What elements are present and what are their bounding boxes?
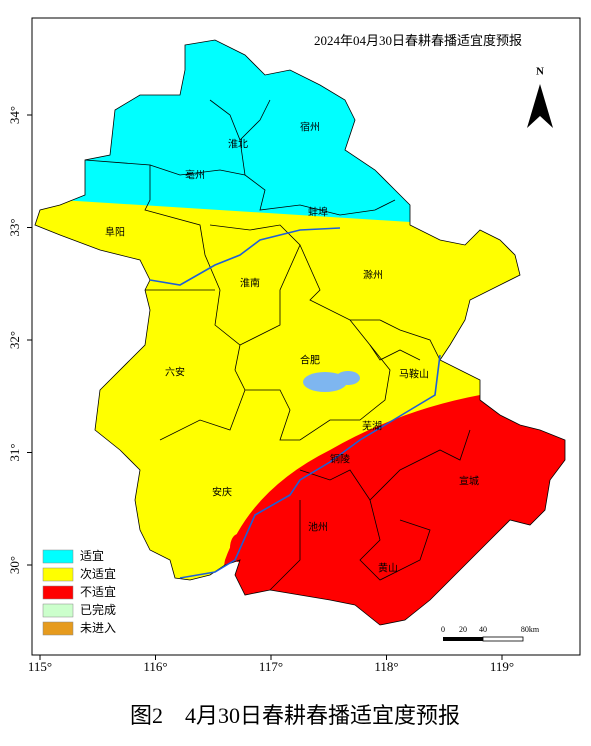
x-tick-label: 118° xyxy=(374,659,398,674)
province-outline xyxy=(34,39,566,626)
map-title: 2024年04月30日春耕春播适宜度预报 xyxy=(314,33,522,48)
river xyxy=(179,354,441,579)
y-tick-label: 32° xyxy=(7,331,22,349)
city-label: 蚌埠 xyxy=(308,205,328,218)
scale-label: 40 xyxy=(479,625,487,634)
city-label: 六安 xyxy=(165,365,185,378)
city-label: 滁州 xyxy=(363,268,383,281)
scale-label: 0 xyxy=(441,625,445,634)
figure-caption: 图2 4月30日春耕春播适宜度预报 xyxy=(130,703,460,728)
borders xyxy=(84,99,471,591)
lake xyxy=(303,372,347,392)
city-label: 芜湖 xyxy=(362,419,382,432)
legend-label: 次适宜 xyxy=(80,566,116,581)
legend-label: 已完成 xyxy=(80,602,116,617)
city-label: 淮北 xyxy=(228,138,248,150)
x-tick-label: 119° xyxy=(490,659,514,674)
legend-label: 适宜 xyxy=(80,548,104,563)
north-label: N xyxy=(536,66,544,78)
city-label: 马鞍山 xyxy=(399,367,429,380)
city-label: 黄山 xyxy=(378,561,398,574)
y-tick-label: 34° xyxy=(7,106,22,124)
city-label: 宣城 xyxy=(459,474,479,487)
city-label: 合肥 xyxy=(300,353,320,366)
city-label: 阜阳 xyxy=(105,225,125,238)
x-tick-label: 116° xyxy=(143,659,167,674)
y-tick-label: 33° xyxy=(7,218,22,236)
y-tick-label: 30° xyxy=(7,556,22,574)
legend-swatch xyxy=(42,567,74,582)
city-label: 铜陵 xyxy=(330,453,350,465)
y-tick-label: 31° xyxy=(7,443,22,461)
north-arrow: N xyxy=(527,66,553,128)
city-label: 池州 xyxy=(308,520,328,533)
city-label: 淮南 xyxy=(240,276,260,289)
legend-swatch xyxy=(42,549,74,564)
axes: 115° 116° 117° 118° 119° 30° 31° 32° 33° 34° xyxy=(7,106,514,674)
city-labels: 宿州 淮北 亳州 蚌埠 阜阳 淮南 滁州 六安 合肥 马鞍山 芜湖 铜陵 安庆 … xyxy=(105,120,479,574)
region-unsuitable xyxy=(230,534,246,562)
legend-swatch xyxy=(42,621,74,636)
legend-label: 未进入 xyxy=(80,621,116,635)
legend-swatch xyxy=(42,603,74,618)
river xyxy=(149,227,341,286)
x-tick-label: 117° xyxy=(259,659,283,674)
lake xyxy=(336,371,360,385)
legend-swatch xyxy=(42,585,74,600)
legend-label: 不适宜 xyxy=(80,584,116,599)
city-label: 亳州 xyxy=(185,168,205,181)
city-label: 安庆 xyxy=(212,485,232,498)
x-tick-label: 115° xyxy=(28,659,52,674)
city-label: 宿州 xyxy=(300,120,320,133)
scale-label: 20 xyxy=(459,625,467,634)
scale-bar: 0 20 40 80km xyxy=(441,625,540,642)
scale-label: 80km xyxy=(521,625,540,634)
